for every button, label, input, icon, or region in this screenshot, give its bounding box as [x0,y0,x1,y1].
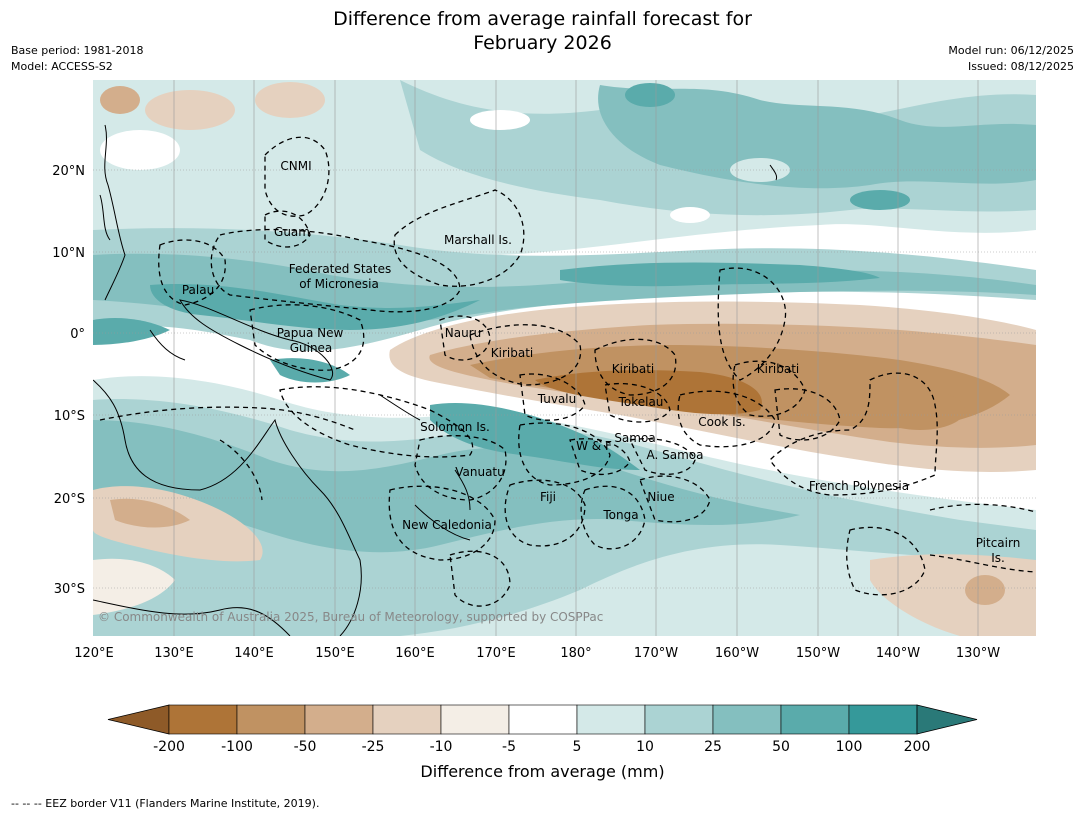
lon-label: 140°E [234,646,274,661]
model-name: Model: ACCESS-S2 [11,60,113,73]
title-line-2: February 2026 [473,32,612,54]
colorbar-bin [372,704,442,735]
colorbar-tick-label: 10 [636,739,654,755]
copyright-text: © Commonwealth of Australia 2025, Bureau… [98,610,603,624]
colorbar-tick-label: -50 [294,739,317,755]
colorbar-tick-label: 200 [904,739,931,755]
lat-label: 10°S [54,409,85,424]
place-label: Kiribati [612,362,654,376]
lat-label: 10°N [52,246,85,261]
lon-label: 140°W [876,646,920,661]
latitude-labels: 20°N 10°N 0° 10°S 20°S 30°S [52,164,85,597]
longitude-labels: 120°E 130°E 140°E 150°E 160°E 170°E 180°… [74,646,1000,661]
lon-label: 160°E [395,646,435,661]
place-label: Pitcairn [976,536,1021,550]
colorbar-bin [576,704,646,735]
meta-left: Base period: 1981-2018 Model: ACCESS-S2 [11,43,143,75]
colorbar: -200 -100 -50 -25 -10 -5 5 10 25 50 100 200 [107,704,978,755]
colorbar-extend-left [107,704,170,735]
place-label: CNMI [280,159,311,173]
place-label: Kiribati [757,362,799,376]
place-labels: CNMI Guam Marshall Is. Federated States … [182,159,1020,565]
colorbar-extend-right [916,704,978,735]
issued-date: Issued: 08/12/2025 [967,60,1074,73]
eez-note: -- -- -- EEZ border V11 (Flanders Marine… [11,797,320,810]
colorbar-tick-label: 25 [704,739,722,755]
lon-label: 170°W [634,646,678,661]
place-label: French Polynesia [809,479,909,493]
place-label: Papua New [277,326,344,340]
lon-label: 130°E [154,646,194,661]
lon-label: 170°E [476,646,516,661]
grid-lines [93,80,1036,636]
lon-label: 150°E [315,646,355,661]
colorbar-bin [236,704,306,735]
place-label: Tokelau [618,395,664,409]
eez-borders [99,136,1036,607]
place-label: Tonga [602,508,638,522]
lat-label: 20°N [52,164,85,179]
place-label: Is. [991,551,1005,565]
place-label: Tuvalu [537,392,577,406]
place-label: Guam [274,225,310,239]
lat-label: 20°S [54,492,85,507]
place-label: Kiribati [491,346,533,360]
model-run: Model run: 06/12/2025 [948,44,1074,57]
map-field [93,80,1036,636]
colorbar-label: Difference from average (mm) [420,762,665,781]
lat-label: 30°S [54,582,85,597]
place-label: Federated States [289,262,391,276]
place-label: New Caledonia [402,518,492,532]
meta-right: Model run: 06/12/2025 Issued: 08/12/2025 [948,43,1074,75]
place-label: Solomon Is. [420,420,490,434]
base-period: Base period: 1981-2018 [11,44,144,57]
place-label: Guinea [290,341,333,355]
colorbar-tick-label: -10 [430,739,453,755]
colorbar-bin [780,704,850,735]
map-title: Difference from average rainfall forecas… [0,7,1085,55]
place-label: Cook Is. [698,415,745,429]
coastlines [93,124,778,636]
place-label: W & F [576,439,612,453]
colorbar-tick-label: -200 [153,739,185,755]
place-label: of Micronesia [299,277,379,291]
place-label: A. Samoa [647,448,704,462]
place-label: Marshall Is. [444,233,512,247]
title-line-1: Difference from average rainfall forecas… [333,8,752,30]
lon-label: 160°W [715,646,759,661]
colorbar-bin [304,704,374,735]
lon-label: 180° [560,646,591,661]
colorbar-bin [168,704,238,735]
colorbar-tick-label: 5 [573,739,582,755]
colorbar-bin [440,704,510,735]
colorbar-bin [712,704,782,735]
colorbar-tick-label: 100 [836,739,863,755]
colorbar-bin [848,704,918,735]
lon-label: 130°W [956,646,1000,661]
place-label: Vanuatu [455,465,505,479]
colorbar-tick-label: 50 [772,739,790,755]
colorbar-bin [508,704,578,735]
place-label: Nauru [445,326,481,340]
lon-label: 120°E [74,646,114,661]
colorbar-tick-label: -100 [221,739,253,755]
place-label: Fiji [540,490,556,504]
lon-label: 150°W [796,646,840,661]
lat-label: 0° [70,327,85,342]
colorbar-tick-label: -5 [502,739,516,755]
colorbar-bin [644,704,714,735]
place-label: Niue [647,490,674,504]
place-label: Samoa [614,431,655,445]
colorbar-tick-label: -25 [362,739,385,755]
place-label: Palau [182,283,214,297]
